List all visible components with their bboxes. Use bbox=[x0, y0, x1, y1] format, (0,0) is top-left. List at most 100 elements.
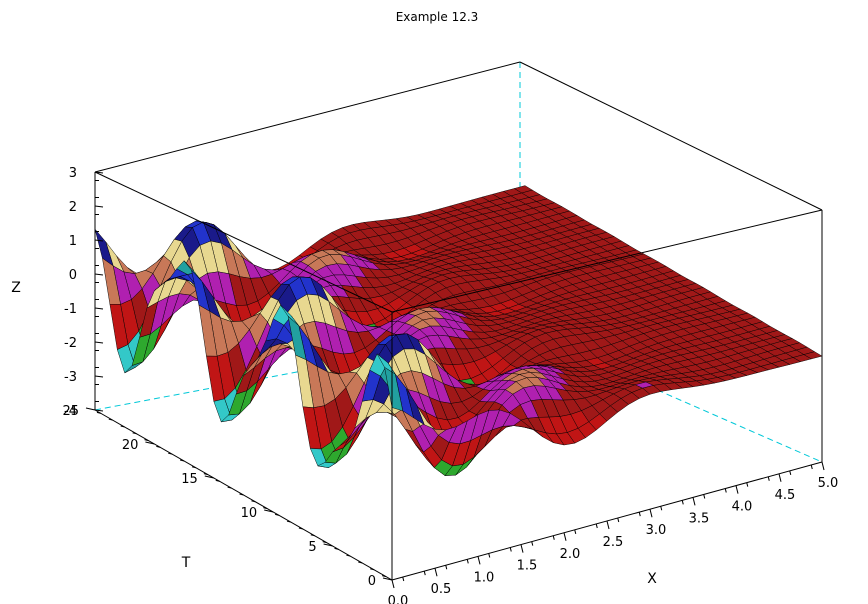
t-tick-mark bbox=[145, 441, 155, 445]
x-minor-tick bbox=[660, 506, 663, 511]
x-minor-tick bbox=[681, 500, 684, 505]
x-tick-mark bbox=[735, 485, 739, 494]
x-tick-label: 2.0 bbox=[560, 547, 581, 562]
t-minor-tick bbox=[263, 507, 268, 510]
x-tick-label: 3.0 bbox=[646, 523, 667, 538]
x-tick-mark bbox=[477, 556, 481, 565]
z-axis-label: Z bbox=[11, 280, 21, 296]
x-minor-tick bbox=[810, 464, 813, 470]
x-minor-tick bbox=[466, 559, 469, 564]
x-minor-tick bbox=[724, 488, 727, 493]
x-minor-tick bbox=[531, 541, 534, 546]
t-minor-tick bbox=[168, 452, 173, 455]
x-tick-mark bbox=[821, 461, 825, 471]
t-minor-tick bbox=[298, 527, 304, 530]
t-minor-tick bbox=[251, 500, 256, 503]
t-minor-tick bbox=[310, 534, 315, 537]
t-minor-tick bbox=[370, 568, 375, 571]
t-tick-label: 5 bbox=[308, 540, 316, 555]
x-tick-label: 2.5 bbox=[603, 535, 624, 550]
t-minor-tick bbox=[239, 493, 244, 496]
x-tick-label: 1.0 bbox=[474, 570, 495, 585]
z-tick-mark bbox=[94, 239, 104, 242]
x-tick-label: 3.5 bbox=[689, 511, 710, 526]
x-tick-mark bbox=[692, 497, 696, 506]
box-edge-top-right bbox=[519, 61, 823, 211]
x-minor-tick bbox=[789, 470, 792, 475]
x-tick-mark bbox=[520, 544, 524, 553]
x-minor-tick bbox=[703, 494, 706, 499]
z-tick-mark bbox=[94, 341, 104, 344]
t-minor-tick bbox=[215, 479, 220, 482]
t-minor-tick bbox=[120, 425, 125, 428]
x-tick-label: 5.0 bbox=[818, 476, 839, 491]
t-minor-tick bbox=[179, 459, 185, 462]
x-tick-mark bbox=[391, 579, 395, 589]
box-back-edges bbox=[94, 61, 823, 462]
t-minor-tick bbox=[191, 466, 197, 469]
t-minor-tick bbox=[334, 547, 339, 550]
t-minor-tick bbox=[346, 554, 351, 557]
x-minor-tick bbox=[574, 529, 577, 534]
x-minor-tick bbox=[445, 565, 448, 570]
t-minor-tick bbox=[358, 561, 363, 564]
z-tick-label: 3 bbox=[69, 166, 77, 181]
x-tick-label: 0.5 bbox=[431, 582, 452, 597]
t-tick-label: 15 bbox=[181, 472, 198, 487]
x-minor-tick bbox=[552, 535, 555, 540]
box-edge-top-front-right bbox=[391, 209, 823, 313]
t-tick-mark bbox=[323, 543, 333, 547]
t-minor-tick bbox=[322, 541, 327, 544]
t-minor-tick bbox=[275, 513, 280, 516]
z-tick-mark bbox=[94, 375, 104, 378]
x-minor-tick bbox=[488, 553, 491, 558]
surface-mesh bbox=[94, 185, 823, 476]
x-minor-tick bbox=[423, 571, 426, 576]
x-minor-tick bbox=[638, 512, 641, 517]
z-tick-mark bbox=[94, 409, 104, 412]
x-tick-label: 0.0 bbox=[388, 594, 409, 604]
x-minor-tick bbox=[402, 576, 405, 582]
z-tick-mark bbox=[94, 273, 104, 276]
x-tick-mark bbox=[649, 509, 653, 518]
t-axis-label: T bbox=[181, 555, 191, 571]
z-tick-label: 2 bbox=[69, 200, 77, 215]
z-tick-mark bbox=[94, 307, 104, 310]
z-tick-mark bbox=[94, 171, 104, 174]
t-tick-mark bbox=[85, 407, 96, 411]
x-tick-label: 4.5 bbox=[775, 488, 796, 503]
t-minor-tick bbox=[156, 445, 161, 448]
x-tick-mark bbox=[778, 473, 782, 482]
x-tick-label: 4.0 bbox=[732, 500, 753, 515]
t-minor-tick bbox=[203, 473, 208, 476]
x-axis-label: X bbox=[647, 571, 657, 587]
z-tick-label: -4 bbox=[64, 404, 77, 419]
chart-title: Example 12.3 bbox=[396, 10, 479, 24]
t-minor-tick bbox=[286, 520, 292, 523]
t-minor-tick bbox=[381, 575, 387, 578]
t-minor-tick bbox=[132, 432, 137, 435]
box-edge-top-back bbox=[94, 61, 521, 173]
x-tick-mark bbox=[563, 532, 567, 541]
z-tick-label: 0 bbox=[69, 268, 77, 283]
x-tick-label: 1.5 bbox=[517, 559, 538, 574]
x-minor-tick bbox=[509, 547, 512, 552]
t-tick-label: 25 bbox=[62, 404, 79, 419]
surface-facet bbox=[384, 366, 404, 412]
t-tick-label: 10 bbox=[241, 506, 258, 521]
t-tick-label: 20 bbox=[122, 438, 139, 453]
x-tick-mark bbox=[606, 520, 610, 530]
t-tick-mark bbox=[382, 577, 393, 581]
t-minor-tick bbox=[108, 418, 113, 421]
box-edge-top-front-left bbox=[94, 171, 393, 313]
x-tick-mark bbox=[434, 568, 438, 577]
z-tick-label: -3 bbox=[64, 370, 77, 385]
t-minor-tick bbox=[227, 486, 232, 489]
x-minor-tick bbox=[767, 476, 770, 481]
axis-ticks: 0.0 0.5 1.0 1.5 2.0 2.5 3.0 3.5 4.0 4.5 5.0 0 5 10 15 2… bbox=[62, 166, 838, 604]
t-minor-tick bbox=[96, 411, 102, 414]
x-minor-tick bbox=[746, 482, 749, 487]
x-minor-tick bbox=[595, 523, 598, 529]
t-tick-mark bbox=[204, 475, 214, 479]
